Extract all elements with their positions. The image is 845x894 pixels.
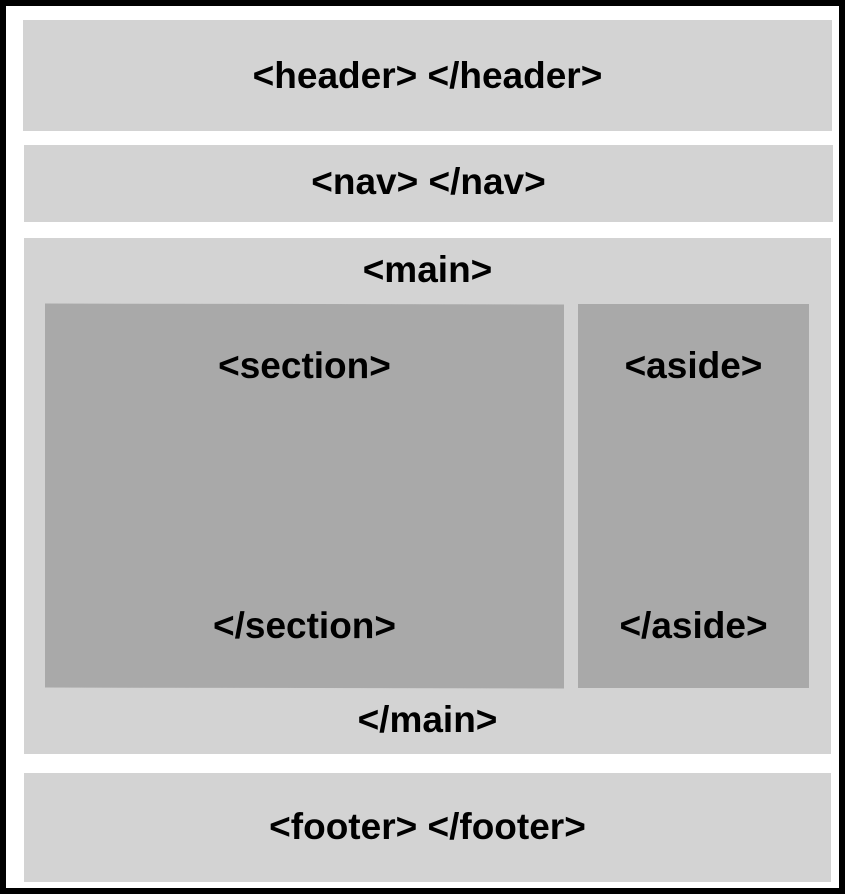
aside-block: <aside> </aside> (578, 304, 809, 688)
main-block: <main> <section> </section> <aside> </as… (24, 238, 831, 754)
section-open-tag: <section> (218, 344, 391, 387)
aside-close-tag: </aside> (619, 605, 768, 646)
main-open-tag: <main> (362, 249, 493, 290)
section-block: <section> </section> (45, 303, 564, 689)
header-label: <header> </header> (252, 55, 603, 96)
footer-block: <footer> </footer> (24, 773, 831, 882)
footer-label: <footer> </footer> (269, 806, 586, 847)
section-close-tag: </section> (212, 604, 397, 647)
main-close-tag: </main> (357, 699, 498, 740)
nav-block: <nav> </nav> (24, 145, 833, 222)
aside-open-tag: <aside> (624, 345, 763, 386)
diagram-frame: <header> </header> <nav> </nav> <main> <… (6, 6, 839, 888)
nav-label: <nav> </nav> (311, 161, 546, 202)
header-block: <header> </header> (23, 20, 832, 131)
